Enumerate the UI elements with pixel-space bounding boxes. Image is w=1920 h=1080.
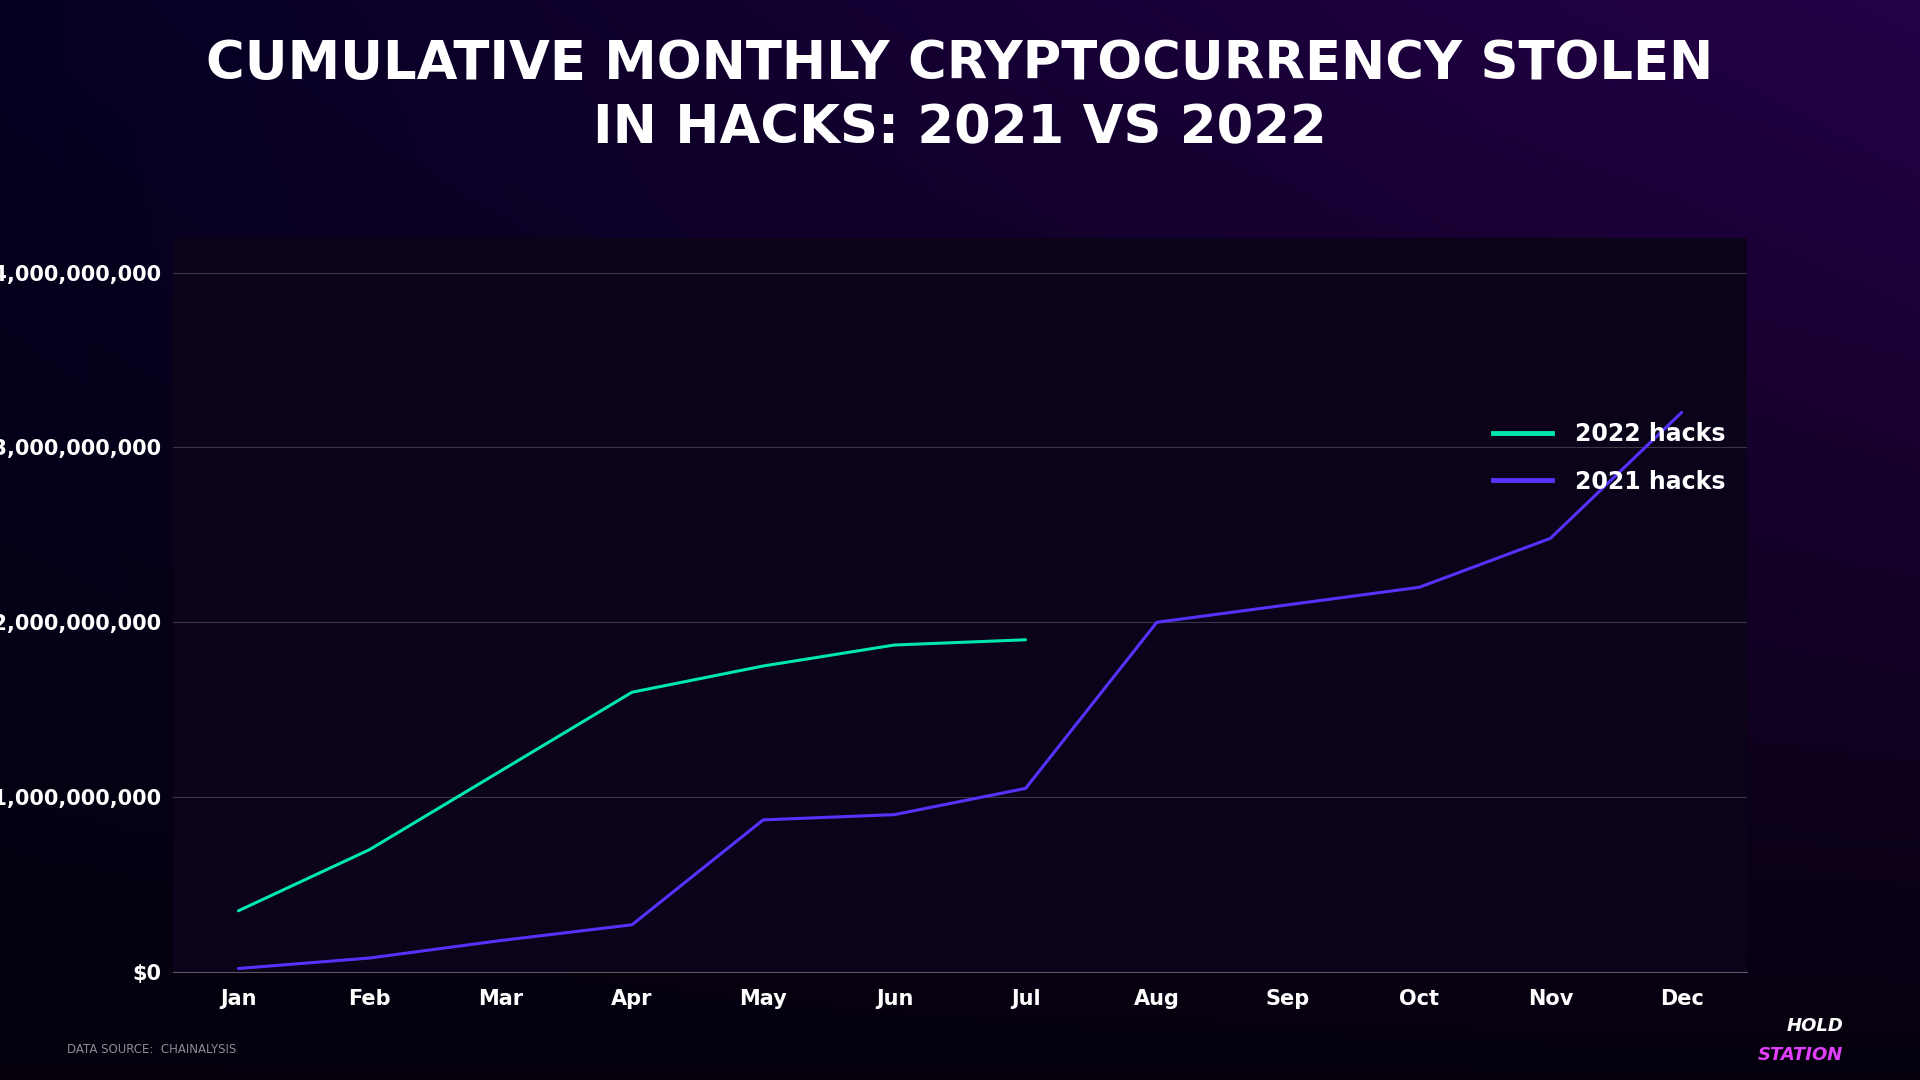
Text: DATA SOURCE:  CHAINALYSIS: DATA SOURCE: CHAINALYSIS xyxy=(67,1043,236,1056)
Text: HOLD: HOLD xyxy=(1786,1016,1843,1035)
Text: STATION: STATION xyxy=(1759,1045,1843,1064)
Legend: 2022 hacks, 2021 hacks: 2022 hacks, 2021 hacks xyxy=(1484,413,1736,503)
Text: IN HACKS: 2021 VS 2022: IN HACKS: 2021 VS 2022 xyxy=(593,103,1327,154)
Text: CUMULATIVE MONTHLY CRYPTOCURRENCY STOLEN: CUMULATIVE MONTHLY CRYPTOCURRENCY STOLEN xyxy=(205,38,1715,90)
